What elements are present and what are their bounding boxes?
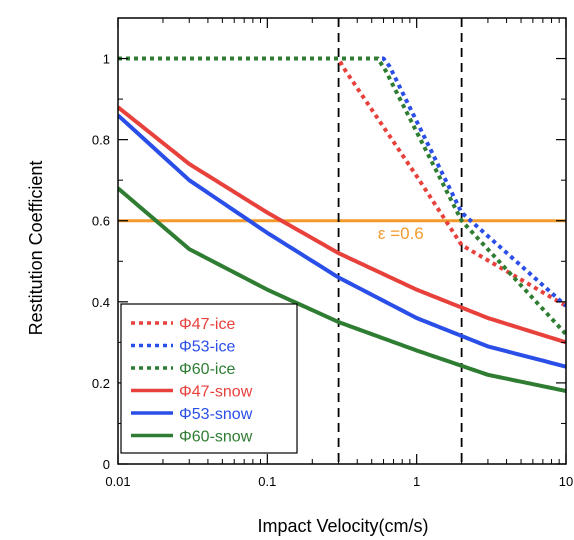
legend-label: Φ60-ice [179,361,235,378]
plot-frame [117,17,567,465]
series-line-Φ47-ice [118,56,566,308]
y-tick-label: 0.8 [92,133,110,148]
series-line-Φ53-snow [118,113,566,369]
data-layer [118,18,566,464]
legend-label: Φ47-snow [179,384,253,401]
legend-box [120,303,298,454]
x-axis-title: Impact Velocity(cm/s) [257,516,428,536]
y-tick-label: 0.2 [92,376,110,391]
y-tick-label: 0 [103,457,110,472]
legend-label: Φ47-ice [179,316,235,333]
y-axis-title: Restitution Coefficient [26,161,46,336]
legend-label: Φ60-snow [179,429,253,446]
y-tick-label: 0.4 [92,295,110,310]
y-tick-label: 1 [103,52,110,67]
x-tick-label: 1 [413,474,420,489]
legend-label: Φ53-ice [179,339,235,356]
series-line-Φ60-snow [118,186,566,393]
plot-area: ε =0.6 0.01 0.1 1 10 0 0.2 0.4 0.6 0.8 1 Φ47-ice Φ53… [92,17,573,489]
y-tick-label: 0.6 [92,214,110,229]
x-tick-label: 0.01 [105,474,130,489]
legend-label: Φ53-snow [179,406,253,423]
x-tick-label: 0.1 [258,474,276,489]
series-line-Φ60-ice [118,56,566,336]
annotation-epsilon: ε =0.6 [378,224,424,243]
x-tick-label: 10 [559,474,573,489]
series-line-Φ47-snow [118,105,566,345]
